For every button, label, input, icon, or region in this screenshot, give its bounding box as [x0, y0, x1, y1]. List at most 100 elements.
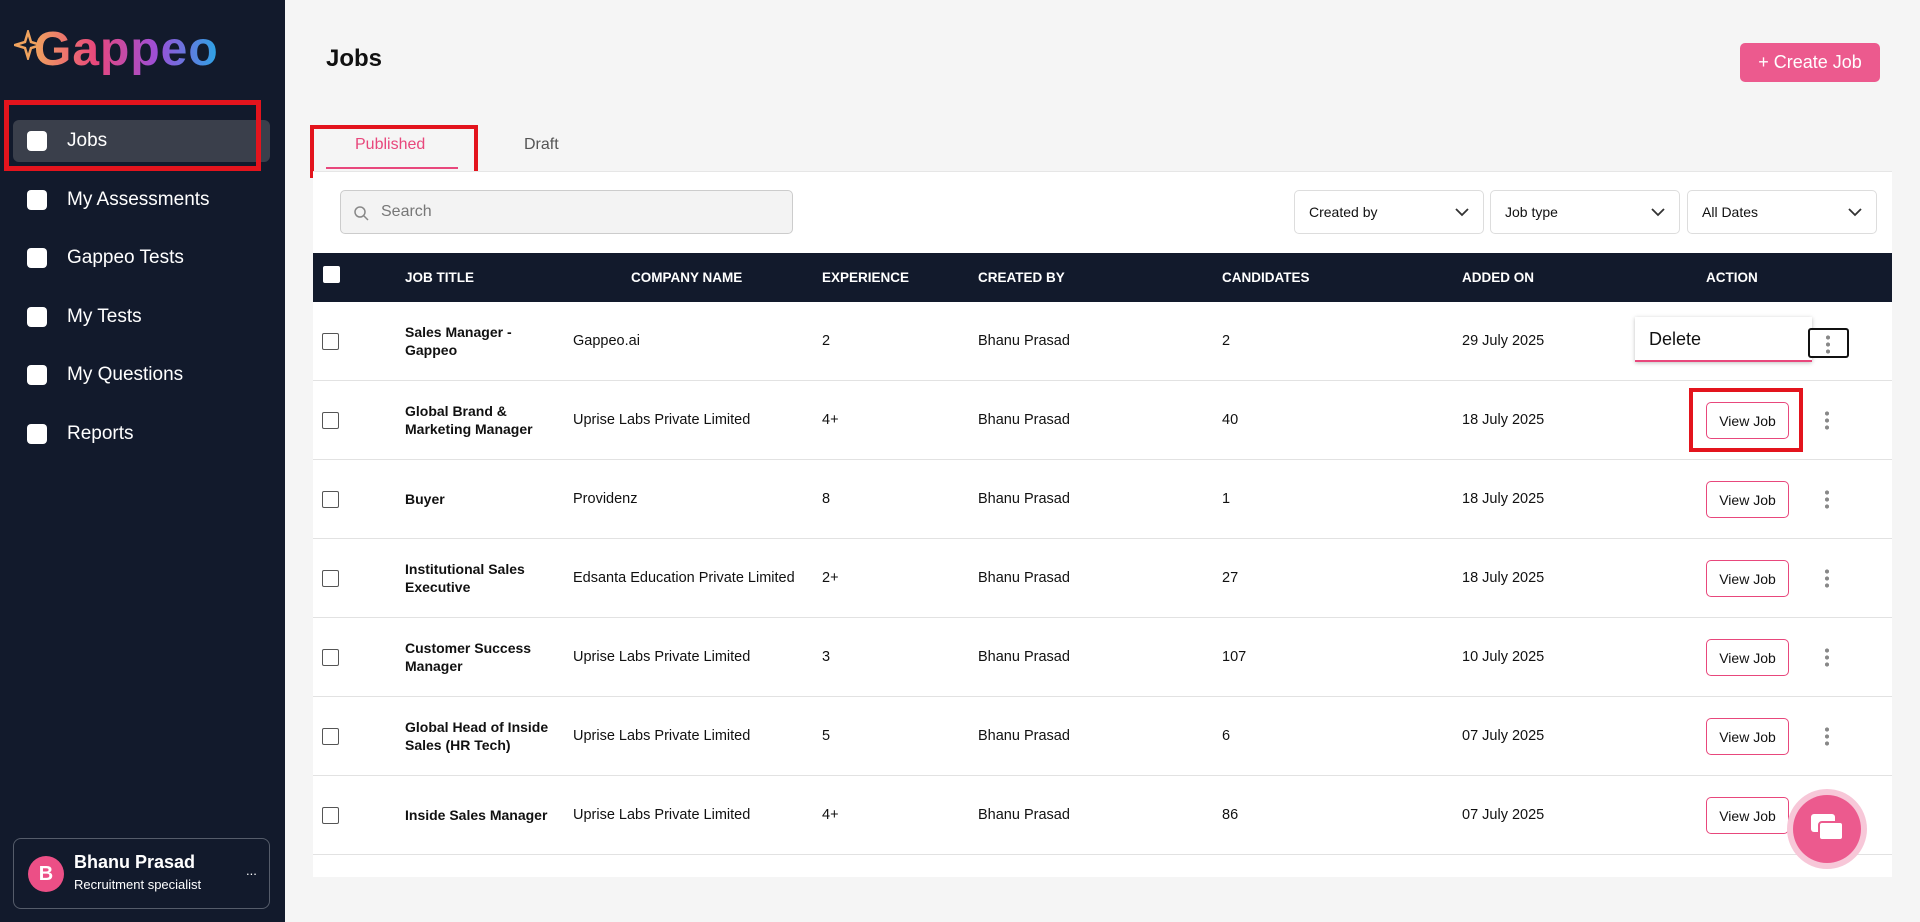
nav-icon: [27, 365, 47, 385]
filter-dropdown[interactable]: Created by: [1294, 190, 1484, 234]
table-row: Global Head of Inside Sales (HR Tech) Upr…: [313, 697, 1892, 776]
cell-text: 86: [1222, 807, 1239, 823]
dropdown-menu-delete[interactable]: Delete: [1635, 317, 1812, 362]
logo-sparkle: [14, 30, 42, 60]
user-card[interactable]: B Bhanu Prasad Recruitment specialist ..…: [13, 838, 270, 909]
column-header: ADDED ON: [1462, 270, 1535, 285]
nav-item[interactable]: My Questions: [13, 354, 270, 396]
cell-text: Uprise Labs Private Limited: [573, 728, 751, 744]
cell-text: Providenz: [573, 491, 638, 507]
filter-label: Created by: [1309, 204, 1378, 220]
kebab-menu[interactable]: [1825, 647, 1829, 667]
cell-text: Bhanu Prasad: [978, 570, 1070, 586]
kebab-menu[interactable]: [1825, 726, 1829, 746]
view-job-button[interactable]: View Job: [1706, 639, 1789, 676]
cell-text: 5: [822, 728, 831, 744]
page-title: Jobs: [326, 45, 383, 72]
table-row: Sales Manager - Gappeo Gappeo.ai 2 Bhanu Pr…: [313, 302, 1892, 381]
cell-text: 40: [1222, 412, 1239, 428]
cell-text: 8: [822, 491, 831, 507]
job-title: Institutional Sales Executive: [405, 561, 525, 595]
nav-label: My Tests: [67, 306, 142, 327]
nav-item[interactable]: Reports: [13, 413, 270, 455]
view-job-button[interactable]: View Job: [1706, 718, 1789, 755]
cell-text: 18 July 2025: [1462, 570, 1545, 586]
column-header: CANDIDATES: [1222, 270, 1310, 285]
cell-text: Uprise Labs Private Limited: [573, 649, 751, 665]
cell-text: Bhanu Prasad: [978, 728, 1070, 744]
cell-text: Uprise Labs Private Limited: [573, 412, 751, 428]
search-box[interactable]: Search: [340, 190, 793, 234]
row-checkbox[interactable]: [322, 570, 339, 587]
filter-label: Job type: [1505, 204, 1558, 220]
row-checkbox[interactable]: [322, 807, 339, 824]
view-job-button[interactable]: View Job: [1706, 560, 1789, 597]
table-header: JOB TITLE COMPANY NAME EXPERIENCE CREATED B…: [313, 253, 1892, 302]
cell-text: Edsanta Education Private Limited: [573, 570, 795, 586]
cell-text: 2: [1222, 333, 1231, 349]
tab-underline: [326, 167, 458, 169]
cell-text: Bhanu Prasad: [978, 649, 1070, 665]
job-title: Customer Success Manager: [405, 640, 532, 674]
kebab-menu[interactable]: [1825, 489, 1829, 509]
view-job-button[interactable]: View Job: [1706, 402, 1789, 439]
create-job-button[interactable]: + Create Job: [1740, 43, 1880, 82]
chat-button[interactable]: [1793, 795, 1861, 863]
nav-label: My Assessments: [67, 189, 210, 210]
kebab-menu[interactable]: [1825, 568, 1829, 588]
kebab-active[interactable]: [1808, 328, 1849, 358]
nav-item[interactable]: My Assessments: [13, 179, 270, 221]
cell-text: 6: [1222, 728, 1231, 744]
nav-icon: [27, 307, 47, 327]
nav-label: Gappeo Tests: [67, 247, 184, 268]
job-title: Global Head of Inside Sales (HR Tech): [405, 719, 549, 753]
table-row: Institutional Sales Executive Edsanta Edu…: [313, 539, 1892, 618]
filter-dropdown[interactable]: All Dates: [1687, 190, 1877, 234]
cell-text: 07 July 2025: [1462, 807, 1545, 823]
cell-text: 07 July 2025: [1462, 728, 1545, 744]
nav-icon: [27, 131, 47, 151]
avatar: B: [28, 856, 64, 892]
nav-label: Jobs: [67, 130, 108, 151]
cell-text: 18 July 2025: [1462, 412, 1545, 428]
nav-item[interactable]: Jobs: [13, 120, 270, 162]
job-title: Buyer: [405, 491, 445, 507]
job-title: Sales Manager - Gappeo: [405, 324, 512, 358]
nav-item[interactable]: My Tests: [13, 296, 270, 338]
row-checkbox[interactable]: [322, 412, 339, 429]
cell-text: 1: [1222, 491, 1231, 507]
cell-text: 4+: [822, 412, 839, 428]
select-all-checkbox[interactable]: [323, 266, 340, 283]
chevron: [1651, 208, 1665, 217]
row-checkbox[interactable]: [322, 728, 339, 745]
cell-text: 2: [822, 333, 831, 349]
jobs-table: JOB TITLE COMPANY NAME EXPERIENCE CREATED B…: [313, 253, 1892, 877]
cell-text: 29 July 2025: [1462, 333, 1545, 349]
view-job-button[interactable]: View Job: [1706, 797, 1789, 834]
tab-published[interactable]: Published: [355, 136, 426, 153]
cell-text: 107: [1222, 649, 1247, 665]
view-job-button[interactable]: View Job: [1706, 481, 1789, 518]
cell-text: Bhanu Prasad: [978, 807, 1070, 823]
cell-text: 2+: [822, 570, 839, 586]
user-menu[interactable]: ...: [246, 863, 257, 878]
cell-text: 10 July 2025: [1462, 649, 1545, 665]
table-row: Buyer Providenz 8 Bhanu Prasad 1 18 July 2025…: [313, 460, 1892, 539]
row-checkbox[interactable]: [322, 491, 339, 508]
row-checkbox[interactable]: [322, 649, 339, 666]
search-placeholder: Search: [381, 203, 432, 220]
brand-logo[interactable]: Gappeo: [34, 23, 219, 76]
kebab-menu[interactable]: [1825, 410, 1829, 430]
table-row: Inside Sales Manager Uprise Labs Private …: [313, 776, 1892, 855]
tab-draft[interactable]: Draft: [524, 136, 559, 153]
nav-item[interactable]: Gappeo Tests: [13, 237, 270, 279]
cell-text: Uprise Labs Private Limited: [573, 807, 751, 823]
nav-icon: [27, 248, 47, 268]
nav-icon: [27, 424, 47, 444]
search-icon: [354, 206, 369, 221]
cell-text: Gappeo.ai: [573, 333, 640, 349]
filter-dropdown[interactable]: Job type: [1490, 190, 1680, 234]
row-checkbox[interactable]: [322, 333, 339, 350]
column-header: JOB TITLE: [405, 270, 475, 285]
